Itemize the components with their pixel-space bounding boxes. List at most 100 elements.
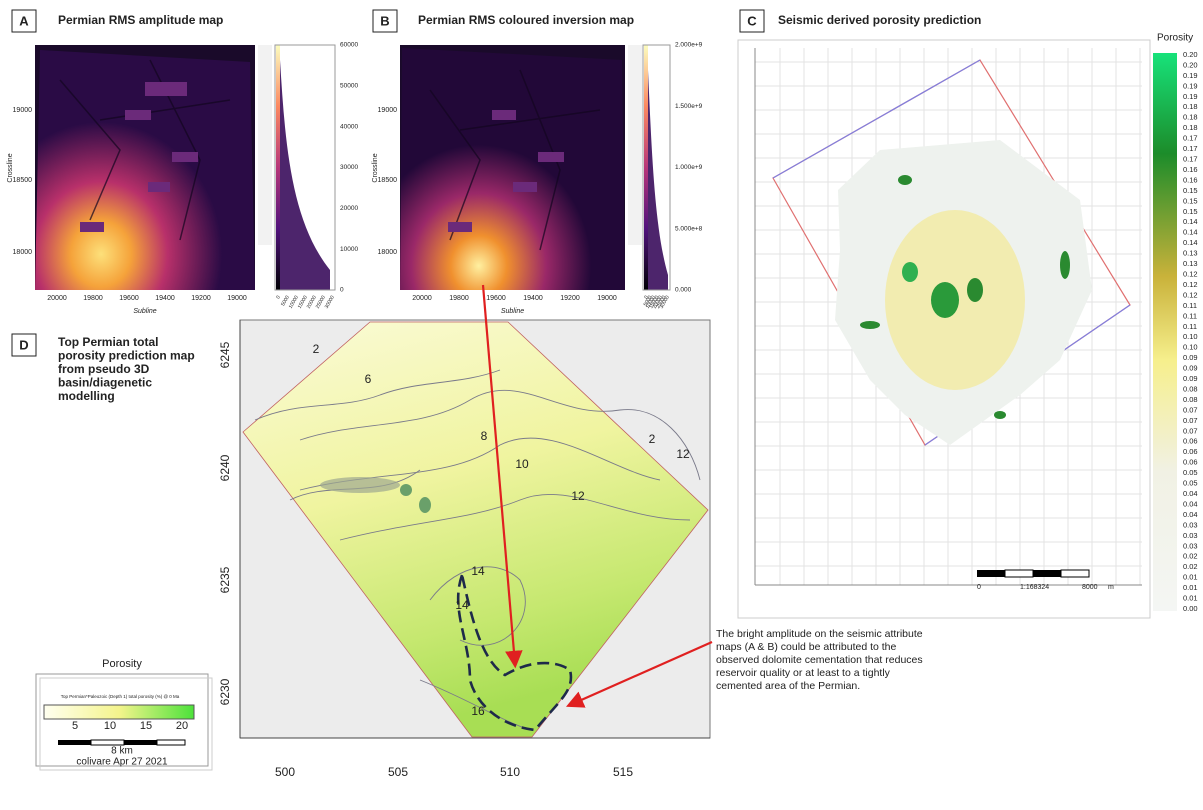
contour-label: 14 xyxy=(471,564,485,578)
colorbar-tick-label: 0.17 xyxy=(1183,144,1198,153)
colorbar-tick-label: 0.11 xyxy=(1183,322,1197,331)
colorbar-tick-label: 0.06 xyxy=(1183,447,1198,456)
x-tick-label: 19200 xyxy=(560,295,580,302)
colorbar-tick-label: 0.18 xyxy=(1183,113,1198,122)
contour-label: 6 xyxy=(365,372,372,386)
page: { "panels": [ {"label": "A", "title": "P… xyxy=(0,0,1203,810)
colorbar-tick-label: 0.12 xyxy=(1183,280,1198,289)
y-tick-label: 19000 xyxy=(378,107,398,114)
colorbar-tick-label: 60000 xyxy=(340,42,358,49)
annotation-text: cemented area of the Permian. xyxy=(716,680,860,692)
colorbar-tick-label: 0.01 xyxy=(1183,583,1198,592)
panel-title: Permian RMS coloured inversion map xyxy=(418,13,634,27)
contour-label: 2 xyxy=(313,342,320,356)
colorbar-tick-label: 0.00 xyxy=(1183,604,1198,613)
x-tick-label: 19200 xyxy=(191,295,211,302)
x-tick-label: 19800 xyxy=(83,295,103,302)
colorbar-tick-label: 0.07 xyxy=(1183,426,1198,435)
panel-label: C xyxy=(747,13,757,28)
colorbar-tick-label: 0 xyxy=(340,287,344,294)
colorbar-tick-label: 0.15 xyxy=(1183,207,1198,216)
legend-title: Porosity xyxy=(102,658,142,670)
x-tick-label: 20000 xyxy=(47,295,67,302)
colorbar-tick-label: 0.14 xyxy=(1183,217,1198,226)
legend-caption: Top Permian*Paleozoic (Depth 1) total po… xyxy=(61,694,180,699)
x-tick-label: 19600 xyxy=(119,295,139,302)
colorbar-tick-label: 0.02 xyxy=(1183,562,1198,571)
colorbar-tick-label: 0.15 xyxy=(1183,196,1198,205)
colorbar-tick-label: 0.17 xyxy=(1183,134,1198,143)
colorbar-tick-label: 0.17 xyxy=(1183,155,1198,164)
y-tick-label: 6240 xyxy=(218,454,232,481)
y-tick-label: 6235 xyxy=(218,566,232,593)
histogram-tick-label: 30000 xyxy=(324,294,336,309)
y-axis-label: Crossline xyxy=(7,153,14,182)
panel-label: D xyxy=(19,337,28,352)
scale-label: 1:168324 xyxy=(1020,584,1049,591)
x-tick-label: 500 xyxy=(275,765,295,779)
colorbar-tick-label: 0.19 xyxy=(1183,81,1198,90)
panel-title: modelling xyxy=(58,389,115,403)
x-tick-label: 19000 xyxy=(227,295,247,302)
colorbar-tick-label: 1.500e+9 xyxy=(675,103,703,110)
colorbar-tick-label: 0.13 xyxy=(1183,259,1198,268)
contour-label: 8 xyxy=(481,429,488,443)
y-tick-label: 6245 xyxy=(218,341,232,368)
contour-label: 12 xyxy=(676,447,690,461)
panel-c-map xyxy=(738,40,1177,618)
colorbar-tick-label: 0.09 xyxy=(1183,364,1198,373)
x-tick-label: 19000 xyxy=(597,295,617,302)
panel-title: Permian RMS amplitude map xyxy=(58,13,223,27)
scale-label: 0 xyxy=(977,584,981,591)
colorbar-tick-label: 0.01 xyxy=(1183,573,1198,582)
panel-label: B xyxy=(380,13,389,28)
colorbar-tick-label: 0.04 xyxy=(1183,510,1198,519)
colorbar-tick-label: 0.04 xyxy=(1183,489,1198,498)
colorbar-tick-label: 0.08 xyxy=(1183,384,1198,393)
x-tick-label: 515 xyxy=(613,765,633,779)
panel-a-map xyxy=(35,45,335,290)
colorbar-tick-label: 0.09 xyxy=(1183,374,1198,383)
colorbar-tick-label: 0.18 xyxy=(1183,102,1198,111)
legend-tick-label: 10 xyxy=(104,720,116,732)
panel-title: Seismic derived porosity prediction xyxy=(778,13,981,27)
y-tick-label: 18500 xyxy=(13,177,33,184)
colorbar-tick-label: 0.16 xyxy=(1183,165,1198,174)
legend-footer: colivare Apr 27 2021 xyxy=(76,757,168,768)
colorbar-tick-label: 0.19 xyxy=(1183,71,1198,80)
colorbar-tick-label: 0.11 xyxy=(1183,311,1197,320)
panel-b-map xyxy=(400,45,670,290)
annotation-text: maps (A & B) could be attributed to the xyxy=(716,641,897,653)
x-axis-label: Subline xyxy=(133,308,156,315)
legend-tick-label: 15 xyxy=(140,720,152,732)
x-tick-label: 510 xyxy=(500,765,520,779)
colorbar-tick-label: 10000 xyxy=(340,246,358,253)
colorbar-tick-label: 0.14 xyxy=(1183,238,1198,247)
colorbar-tick-label: 0.14 xyxy=(1183,228,1198,237)
x-tick-label: 19600 xyxy=(486,295,506,302)
colorbar-tick-label: 20000 xyxy=(340,205,358,212)
figure: APermian RMS amplitude mapBPermian RMS c… xyxy=(0,0,1203,810)
colorbar-tick-label: 50000 xyxy=(340,83,358,90)
panel-title: Top Permian total xyxy=(58,335,158,349)
legend-scale: 8 km xyxy=(111,746,133,757)
colorbar-tick-label: 0.03 xyxy=(1183,520,1198,529)
x-tick-label: 19400 xyxy=(155,295,175,302)
colorbar-tick-label: 0.12 xyxy=(1183,269,1198,278)
x-axis-label: Subline xyxy=(501,308,524,315)
panel-title: porosity prediction map xyxy=(58,349,195,363)
colorbar-tick-label: 40000 xyxy=(340,123,358,130)
colorbar-tick-label: 0.18 xyxy=(1183,123,1198,132)
colorbar-tick-label: 0.05 xyxy=(1183,468,1198,477)
y-tick-label: 6230 xyxy=(218,678,232,705)
x-tick-label: 19400 xyxy=(523,295,543,302)
contour-label: 2 xyxy=(649,432,656,446)
colorbar-title: Porosity xyxy=(1157,33,1193,44)
y-tick-label: 19000 xyxy=(13,107,33,114)
x-tick-label: 20000 xyxy=(412,295,432,302)
colorbar-tick-label: 0.11 xyxy=(1183,301,1197,310)
colorbar-tick-label: 0.08 xyxy=(1183,395,1198,404)
x-tick-label: 505 xyxy=(388,765,408,779)
colorbar-tick-label: 0.06 xyxy=(1183,458,1198,467)
colorbar-tick-label: 0.12 xyxy=(1183,290,1198,299)
